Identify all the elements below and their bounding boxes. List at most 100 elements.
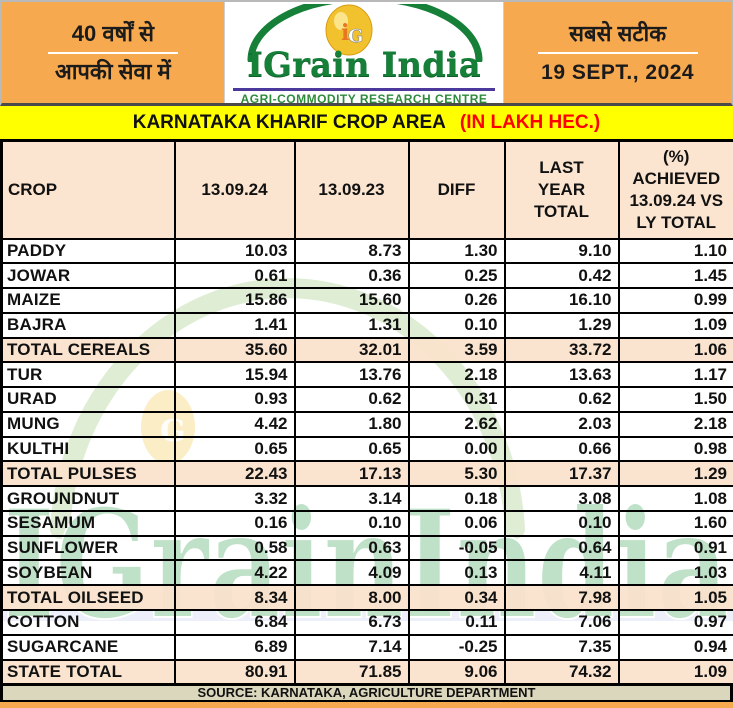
crop-name-cell: MAIZE (0, 287, 176, 314)
crop-name-cell: STATE TOTAL (0, 658, 176, 686)
pct-achieved-cell: 2.18 (617, 410, 733, 438)
pct-achieved-cell: 0.94 (617, 633, 733, 661)
current-value-cell: 4.22 (173, 559, 296, 587)
crop-row: MAIZE 15.86 15.60 0.26 16.10 0.99 (0, 287, 733, 314)
crop-name-cell: SUNFLOWER (0, 534, 176, 562)
crop-name-cell: TOTAL PULSES (0, 460, 176, 488)
previous-value-cell: 8.00 (293, 584, 410, 611)
current-value-cell: 22.43 (173, 460, 296, 488)
last-year-total-cell: 7.35 (503, 633, 620, 661)
diff-value-cell: 0.00 (407, 435, 506, 463)
pct-achieved-cell: 1.03 (617, 559, 733, 587)
header-right-panel: सबसे सटीक 19 SEPT., 2024 (504, 2, 731, 103)
last-year-total-cell: 0.62 (503, 386, 620, 413)
crop-name-cell: SESAMUM (0, 509, 176, 537)
last-year-total-cell: 3.08 (503, 485, 620, 512)
diff-value-cell: 9.06 (407, 658, 506, 686)
source-attribution: SOURCE: KARNATAKA, AGRICULTURE DEPARTMEN… (0, 686, 733, 702)
current-value-cell: 0.65 (173, 435, 296, 463)
igrain-logo: i G IGrain India AGRI-COMMODITY RESEARCH… (225, 2, 504, 103)
current-value-cell: 8.34 (173, 584, 296, 611)
last-year-total-cell: 33.72 (503, 336, 620, 364)
crop-name-cell: URAD (0, 386, 176, 413)
pct-achieved-cell: 0.98 (617, 435, 733, 463)
previous-value-cell: 15.60 (293, 287, 410, 314)
crop-row-total: TOTAL CEREALS 35.60 32.01 3.59 33.72 1.06 (0, 336, 733, 364)
crop-row: MUNG 4.42 1.80 2.62 2.03 2.18 (0, 410, 733, 438)
previous-value-cell: 0.65 (293, 435, 410, 463)
current-value-cell: 15.94 (173, 361, 296, 389)
crop-name-cell: KULTHI (0, 435, 176, 463)
pct-achieved-cell: 1.17 (617, 361, 733, 389)
crop-name-cell: GROUNDNUT (0, 485, 176, 512)
crop-row-total: STATE TOTAL 80.91 71.85 9.06 74.32 1.09 (0, 658, 733, 686)
pct-achieved-cell: 1.50 (617, 386, 733, 413)
crop-name-cell: JOWAR (0, 262, 176, 290)
diff-value-cell: -0.25 (407, 633, 506, 661)
crop-row: SOYBEAN 4.22 4.09 0.13 4.11 1.03 (0, 559, 733, 587)
crop-row: URAD 0.93 0.62 0.31 0.62 1.50 (0, 386, 733, 413)
crop-name-cell: PADDY (0, 237, 176, 265)
crop-row: JOWAR 0.61 0.36 0.25 0.42 1.45 (0, 262, 733, 290)
crop-row: SUGARCANE 6.89 7.14 -0.25 7.35 0.94 (0, 633, 733, 661)
logo-arch-egg-icon: i G (247, 4, 483, 62)
diff-value-cell: 0.10 (407, 311, 506, 339)
crop-row-total: TOTAL PULSES 22.43 17.13 5.30 17.37 1.29 (0, 460, 733, 488)
pct-achieved-cell: 0.99 (617, 287, 733, 314)
previous-value-cell: 3.14 (293, 485, 410, 512)
report-unit: (IN LAKH HEC.) (459, 111, 601, 133)
col-header-crop: CROP (0, 139, 176, 240)
report-date: 19 SEPT., 2024 (541, 60, 695, 84)
crop-row: SUNFLOWER 0.58 0.63 -0.05 0.64 0.91 (0, 534, 733, 562)
crop-row: KULTHI 0.65 0.65 0.00 0.66 0.98 (0, 435, 733, 463)
current-value-cell: 6.89 (173, 633, 296, 661)
last-year-total-cell: 7.06 (503, 608, 620, 636)
current-value-cell: 10.03 (173, 237, 296, 265)
last-year-total-cell: 74.32 (503, 658, 620, 686)
crop-area-table-wrap: G IGrainIndia CROP 13.09.24 13.09.23 DIF… (0, 139, 733, 686)
last-year-total-cell: 0.42 (503, 262, 620, 290)
current-value-cell: 15.86 (173, 287, 296, 314)
header-left-panel: 40 वर्षों से आपकी सेवा में (2, 2, 224, 103)
pct-achieved-cell: 1.10 (617, 237, 733, 265)
diff-value-cell: 3.59 (407, 336, 506, 364)
current-value-cell: 0.16 (173, 509, 296, 537)
divider-rule (47, 51, 178, 54)
col-header-current-date: 13.09.24 (173, 139, 296, 240)
brand-name: IGrain India (247, 45, 481, 85)
previous-value-cell: 13.76 (293, 361, 410, 389)
crop-row: SESAMUM 0.16 0.10 0.06 0.10 1.60 (0, 509, 733, 537)
diff-value-cell: 1.30 (407, 237, 506, 265)
accuracy-tagline: सबसे सटीक (569, 21, 667, 47)
crop-name-cell: BAJRA (0, 311, 176, 339)
crop-name-cell: TUR (0, 361, 176, 389)
crop-name-cell: MUNG (0, 410, 176, 438)
diff-value-cell: 0.25 (407, 262, 506, 290)
current-value-cell: 0.93 (173, 386, 296, 413)
diff-value-cell: 2.62 (407, 410, 506, 438)
crop-table-body: PADDY 10.03 8.73 1.30 9.10 1.10 JOWAR 0.61 0.36 0… (0, 237, 733, 686)
crop-name-cell: SOYBEAN (0, 559, 176, 587)
pct-achieved-cell: 1.29 (617, 460, 733, 488)
brand-tagline: AGRI-COMMODITY RESEARCH CENTRE (240, 92, 488, 103)
current-value-cell: 35.60 (173, 336, 296, 364)
crop-name-cell: COTTON (0, 608, 176, 636)
last-year-total-cell: 7.98 (503, 584, 620, 611)
current-value-cell: 1.41 (173, 311, 296, 339)
pct-achieved-cell: 1.05 (617, 584, 733, 611)
crop-row: PADDY 10.03 8.73 1.30 9.10 1.10 (0, 237, 733, 265)
col-header-diff: DIFF (407, 139, 506, 240)
crop-row: COTTON 6.84 6.73 0.11 7.06 0.97 (0, 608, 733, 636)
brand-panel: i G IGrain India AGRI-COMMODITY RESEARCH… (223, 2, 505, 103)
previous-value-cell: 0.63 (293, 534, 410, 562)
pct-achieved-cell: 0.97 (617, 608, 733, 636)
last-year-total-cell: 0.66 (503, 435, 620, 463)
last-year-total-cell: 2.03 (503, 410, 620, 438)
previous-value-cell: 0.62 (293, 386, 410, 413)
last-year-total-cell: 0.10 (503, 509, 620, 537)
current-value-cell: 4.42 (173, 410, 296, 438)
diff-value-cell: 0.26 (407, 287, 506, 314)
crop-row: TUR 15.94 13.76 2.18 13.63 1.17 (0, 361, 733, 389)
report-title: KARNATAKA KHARIF CROP AREA (132, 111, 446, 133)
diff-value-cell: -0.05 (407, 534, 506, 562)
